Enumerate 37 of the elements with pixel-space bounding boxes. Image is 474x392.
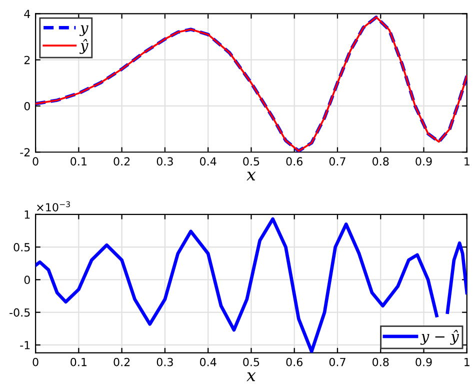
x-tick-label: 0.8 (372, 157, 389, 166)
x-tick-label: 0.3 (156, 157, 173, 166)
x-tick-label: 0.2 (114, 358, 130, 366)
y-tick-label: 2 (24, 56, 30, 64)
x-tick-label: 1 (464, 157, 470, 166)
y-tick-label: -0.5 (10, 308, 30, 317)
legend-label: ŷ (79, 38, 88, 54)
x-tick-label: 1 (464, 358, 470, 366)
y-tick-label: 1 (24, 210, 30, 219)
x-tick-label: 0.7 (329, 157, 346, 166)
x-tick-label: 0.3 (156, 358, 173, 366)
text: ×10$^{−3}$ (37, 201, 70, 212)
x-axis-title: x (246, 172, 256, 180)
x-tick-label: 0.2 (114, 157, 130, 166)
x-tick-label: 0.6 (286, 157, 302, 166)
x-tick-label: 0.1 (70, 358, 86, 366)
legend-label: y − ŷ (420, 330, 460, 345)
legend-label: y (79, 25, 88, 36)
x-tick-label: 0.9 (416, 157, 432, 166)
y-tick-label: -1 (20, 341, 30, 350)
y-tick-label: -2 (20, 148, 30, 156)
x-axis-title: x (246, 372, 256, 382)
y-tick-label: 4 (24, 10, 30, 18)
x-tick-label: 0.9 (416, 358, 432, 366)
y-tick-label: 0.5 (14, 243, 30, 252)
x-tick-label: 0.7 (329, 358, 346, 366)
x-tick-label: 0 (32, 358, 38, 366)
x-tick-label: 0.8 (372, 358, 389, 366)
x-tick-label: 0 (32, 157, 38, 166)
x-tick-label: 0.5 (243, 157, 260, 166)
x-tick-label: 0.4 (200, 157, 216, 166)
y-tick-label: 0 (24, 102, 30, 110)
x-tick-label: 0.1 (70, 157, 86, 166)
x-tick-label: 0.4 (200, 358, 216, 366)
x-tick-label: 0.5 (243, 358, 260, 366)
x-tick-label: 0.6 (286, 358, 302, 366)
y-tick-label: 0 (24, 276, 30, 284)
